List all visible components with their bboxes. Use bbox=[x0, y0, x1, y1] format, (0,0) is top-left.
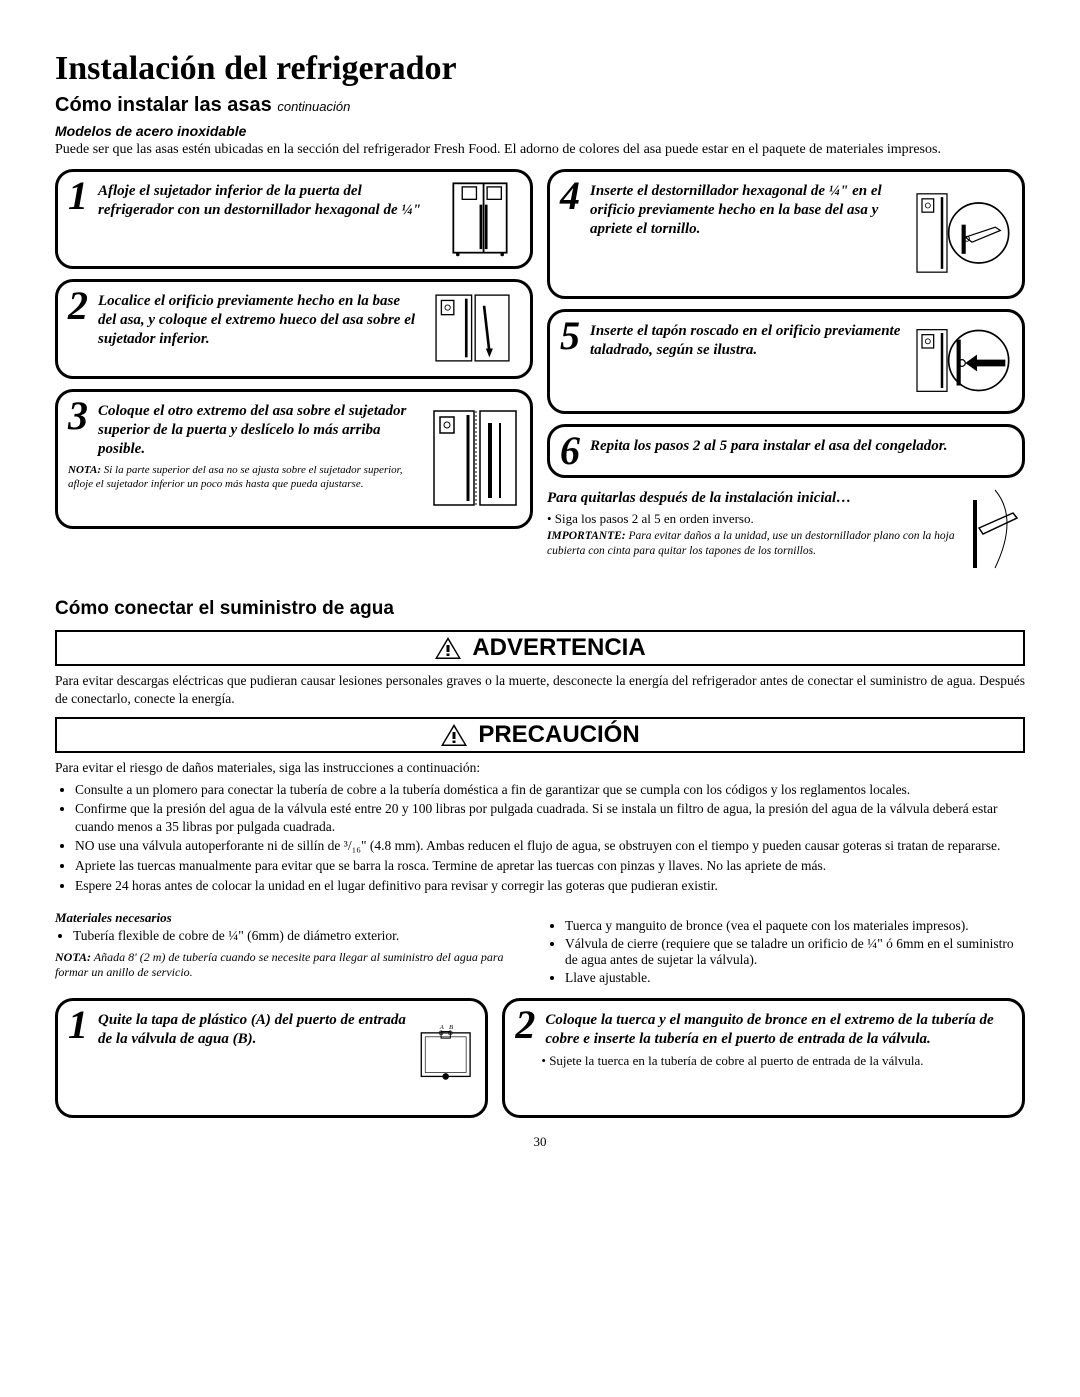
handle-base-icon bbox=[425, 288, 520, 368]
material-item: Tuerca y manguito de bronce (vea el paqu… bbox=[565, 918, 1025, 934]
page-title: Instalación del refrigerador bbox=[55, 50, 1025, 88]
step-2-number: 2 bbox=[68, 288, 88, 324]
note-label: NOTA: bbox=[68, 464, 101, 476]
water-steps-row: 1 Quite la tapa de plástico (A) del puer… bbox=[55, 998, 1025, 1118]
fridge-front-icon bbox=[440, 178, 520, 258]
right-column: 4 Inserte el destornillador hexagonal de… bbox=[547, 169, 1025, 578]
step-3-note: NOTA: Si la parte superior del asa no se… bbox=[68, 464, 422, 490]
important-label: IMPORTANTE: bbox=[547, 530, 626, 542]
caution-box: PRECAUCIÓN bbox=[55, 717, 1025, 753]
materials-columns: Materiales necesarios Tubería flexible d… bbox=[55, 904, 1025, 988]
materials-note: NOTA: Añada 8' (2 m) de tubería cuando s… bbox=[55, 950, 533, 979]
hex-driver-icon bbox=[912, 178, 1012, 288]
caution-item: Espere 24 horas antes de colocar la unid… bbox=[75, 877, 1025, 895]
step-1-number: 1 bbox=[68, 178, 88, 214]
material-item: Tubería flexible de cobre de ¼" (6mm) de… bbox=[73, 928, 533, 944]
caution-item: NO use una válvula autoperforante ni de … bbox=[75, 837, 1025, 855]
water-step-1: 1 Quite la tapa de plástico (A) del puer… bbox=[55, 998, 488, 1118]
plug-insert-icon bbox=[912, 318, 1012, 403]
section-title-text: Cómo instalar las asas bbox=[55, 94, 272, 116]
material-item: Llave ajustable. bbox=[565, 970, 1025, 986]
material-item: Válvula de cierre (requiere que se talad… bbox=[565, 936, 1025, 968]
removal-block: Para quitarlas después de la instalación… bbox=[547, 488, 1025, 578]
steps-columns: 1 Afloje el sujetador inferior de la pue… bbox=[55, 169, 1025, 578]
caution-icon bbox=[440, 723, 468, 747]
flat-driver-icon bbox=[965, 488, 1025, 578]
step-5-number: 5 bbox=[560, 318, 580, 354]
water-step-1-text: Quite la tapa de plástico (A) del puerto… bbox=[98, 1007, 408, 1049]
label-b: B bbox=[449, 1024, 453, 1031]
materials-right: Tuerca y manguito de bronce (vea el paqu… bbox=[547, 904, 1025, 988]
caution-intro: Para evitar el riesgo de daños materiale… bbox=[55, 759, 1025, 777]
step-4: 4 Inserte el destornillador hexagonal de… bbox=[547, 169, 1025, 299]
page-number: 30 bbox=[55, 1134, 1025, 1150]
water-step-1-number: 1 bbox=[68, 1007, 88, 1043]
intro-text: Puede ser que las asas estén ubicadas en… bbox=[55, 141, 1025, 159]
valve-port-icon: A B bbox=[416, 1007, 475, 1097]
removal-title: Para quitarlas después de la instalación… bbox=[547, 490, 957, 507]
warning-label: ADVERTENCIA bbox=[472, 634, 645, 662]
step-5: 5 Inserte el tapón roscado en el orifici… bbox=[547, 309, 1025, 414]
warning-box: ADVERTENCIA bbox=[55, 630, 1025, 666]
materials-note-text: Añada 8' (2 m) de tubería cuando se nece… bbox=[55, 950, 504, 978]
materials-list-right: Tuerca y manguito de bronce (vea el paqu… bbox=[547, 918, 1025, 986]
materials-list-left: Tubería flexible de cobre de ¼" (6mm) de… bbox=[55, 928, 533, 944]
caution-list: Consulte a un plomero para conectar la t… bbox=[55, 781, 1025, 894]
warning-icon bbox=[434, 636, 462, 660]
caution-item: Confirme que la presión del agua de la v… bbox=[75, 800, 1025, 835]
step-3-number: 3 bbox=[68, 398, 88, 458]
step-6-number: 6 bbox=[560, 433, 580, 469]
section-heading: Cómo instalar las asas continuación bbox=[55, 94, 1025, 117]
continuation-label: continuación bbox=[277, 99, 350, 114]
caution-text: Para evitar el riesgo de daños materiale… bbox=[55, 759, 1025, 894]
step-5-text: Inserte el tapón roscado en el orificio … bbox=[590, 318, 904, 360]
water-step-2: 2 Coloque la tuerca y el manguito de bro… bbox=[502, 998, 1025, 1118]
label-a: A bbox=[439, 1024, 445, 1031]
materials-title: Materiales necesarios bbox=[55, 910, 533, 926]
step-6: 6 Repita los pasos 2 al 5 para instalar … bbox=[547, 424, 1025, 478]
step-2-text: Localice el orificio previamente hecho e… bbox=[98, 288, 417, 348]
caution-item: Apriete las tuercas manualmente para evi… bbox=[75, 857, 1025, 875]
caution-item: Consulte a un plomero para conectar la t… bbox=[75, 781, 1025, 799]
note-text: Si la parte superior del asa no se ajust… bbox=[68, 464, 402, 489]
handle-top-icon bbox=[430, 398, 520, 518]
model-subheading: Modelos de acero inoxidable bbox=[55, 123, 1025, 139]
step-2: 2 Localice el orificio previamente hecho… bbox=[55, 279, 533, 379]
water-section-title: Cómo conectar el suministro de agua bbox=[55, 598, 1025, 620]
step-4-text: Inserte el destornillador hexagonal de ¼… bbox=[590, 178, 904, 238]
step-1: 1 Afloje el sujetador inferior de la pue… bbox=[55, 169, 533, 269]
step-3: 3 Coloque el otro extremo del asa sobre … bbox=[55, 389, 533, 529]
step-1-text: Afloje el sujetador inferior de la puert… bbox=[98, 178, 432, 220]
caution-label: PRECAUCIÓN bbox=[478, 721, 639, 749]
materials-note-label: NOTA: bbox=[55, 950, 91, 964]
water-step-2-text: Coloque la tuerca y el manguito de bronc… bbox=[545, 1007, 1012, 1049]
warning-text: Para evitar descargas eléctricas que pud… bbox=[55, 672, 1025, 707]
water-step-2-number: 2 bbox=[515, 1007, 535, 1043]
left-column: 1 Afloje el sujetador inferior de la pue… bbox=[55, 169, 533, 578]
step-6-text: Repita los pasos 2 al 5 para instalar el… bbox=[590, 433, 1012, 456]
materials-left: Materiales necesarios Tubería flexible d… bbox=[55, 904, 533, 988]
step-3-text: Coloque el otro extremo del asa sobre el… bbox=[98, 398, 422, 458]
removal-important: IMPORTANTE: Para evitar daños a la unida… bbox=[547, 529, 957, 558]
water-step-2-sub: • Sujete la tuerca en la tubería de cobr… bbox=[537, 1053, 1012, 1069]
step-4-number: 4 bbox=[560, 178, 580, 214]
removal-bullet: • Siga los pasos 2 al 5 en orden inverso… bbox=[547, 511, 957, 527]
